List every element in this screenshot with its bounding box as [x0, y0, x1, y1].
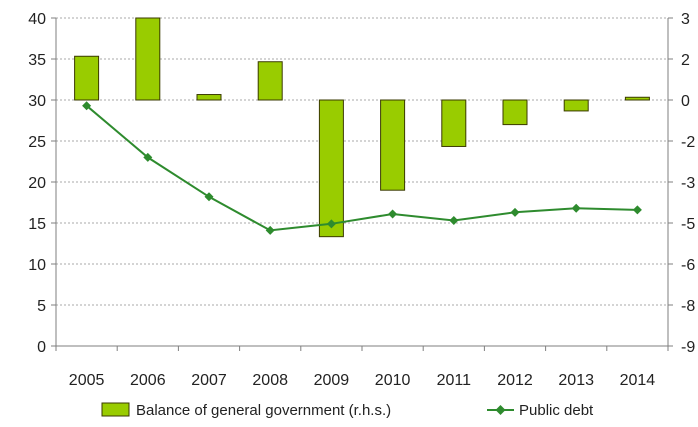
public-debt-marker [571, 203, 581, 213]
right-tick-label: 2 [681, 52, 690, 69]
right-tick-label: 0 [681, 93, 690, 110]
public-debt-marker [449, 216, 459, 226]
public-debt-line [85, 104, 638, 232]
line-series [82, 101, 642, 235]
public-debt-marker [632, 205, 642, 215]
bar [502, 99, 528, 126]
x-tick-label: 2012 [497, 372, 533, 389]
x-tick-label: 2007 [191, 372, 227, 389]
x-tick-label: 2010 [375, 372, 411, 389]
left-axis-ticks: 0 5 10 15 20 25 30 35 40 [28, 11, 46, 356]
bar [135, 17, 161, 101]
bar [257, 61, 283, 101]
bar [441, 99, 467, 147]
public-debt-marker [82, 101, 92, 111]
x-tick-label: 2014 [620, 372, 656, 389]
legend-marker-public-debt [495, 405, 506, 415]
x-tick-label: 2005 [69, 372, 105, 389]
x-tick-label: 2006 [130, 372, 166, 389]
public-debt-marker [143, 152, 153, 162]
left-tick-label: 25 [28, 134, 46, 151]
bar-series [74, 17, 650, 238]
legend-swatch-balance [101, 402, 130, 417]
right-tick-label: -9 [681, 339, 695, 356]
left-tick-label: 20 [28, 175, 46, 192]
bar [318, 99, 344, 238]
right-axis-ticks: -9 -8 -6 -5 -3 -2 0 2 3 [681, 11, 695, 356]
public-debt-marker [388, 209, 398, 219]
legend-label-balance: Balance of general government (r.h.s.) [136, 402, 391, 419]
left-tick-label: 35 [28, 52, 46, 69]
x-tick-label: 2009 [314, 372, 350, 389]
bar [380, 99, 406, 191]
x-tick-label: 2011 [437, 372, 472, 389]
x-axis-ticks: 2005 2006 2007 2008 2009 2010 2011 2012 2013 2014 [69, 372, 655, 389]
right-tick-label: -2 [681, 134, 695, 151]
legend-label-public-debt: Public debt [519, 402, 594, 419]
right-tick-label: -3 [681, 175, 695, 192]
public-debt-marker [510, 207, 520, 217]
left-tick-label: 5 [37, 298, 46, 315]
public-debt-marker [204, 192, 214, 202]
public-debt-marker [265, 225, 275, 235]
bar [196, 94, 222, 101]
left-tick-label: 15 [28, 216, 46, 233]
left-tick-label: 0 [37, 339, 46, 356]
right-tick-label: 3 [681, 11, 690, 28]
left-tick-label: 10 [28, 257, 46, 274]
axes [51, 17, 673, 351]
bar [624, 96, 650, 101]
bar [74, 55, 100, 101]
bar [563, 99, 589, 112]
right-tick-label: -8 [681, 298, 695, 315]
right-tick-label: -6 [681, 257, 695, 274]
right-tick-label: -5 [681, 216, 695, 233]
legend: Balance of general government (r.h.s.) P… [101, 402, 594, 419]
public-debt-marker [326, 219, 336, 229]
x-tick-label: 2013 [558, 372, 594, 389]
left-tick-label: 40 [28, 11, 46, 28]
x-tick-label: 2008 [252, 372, 288, 389]
left-tick-label: 30 [28, 93, 46, 110]
